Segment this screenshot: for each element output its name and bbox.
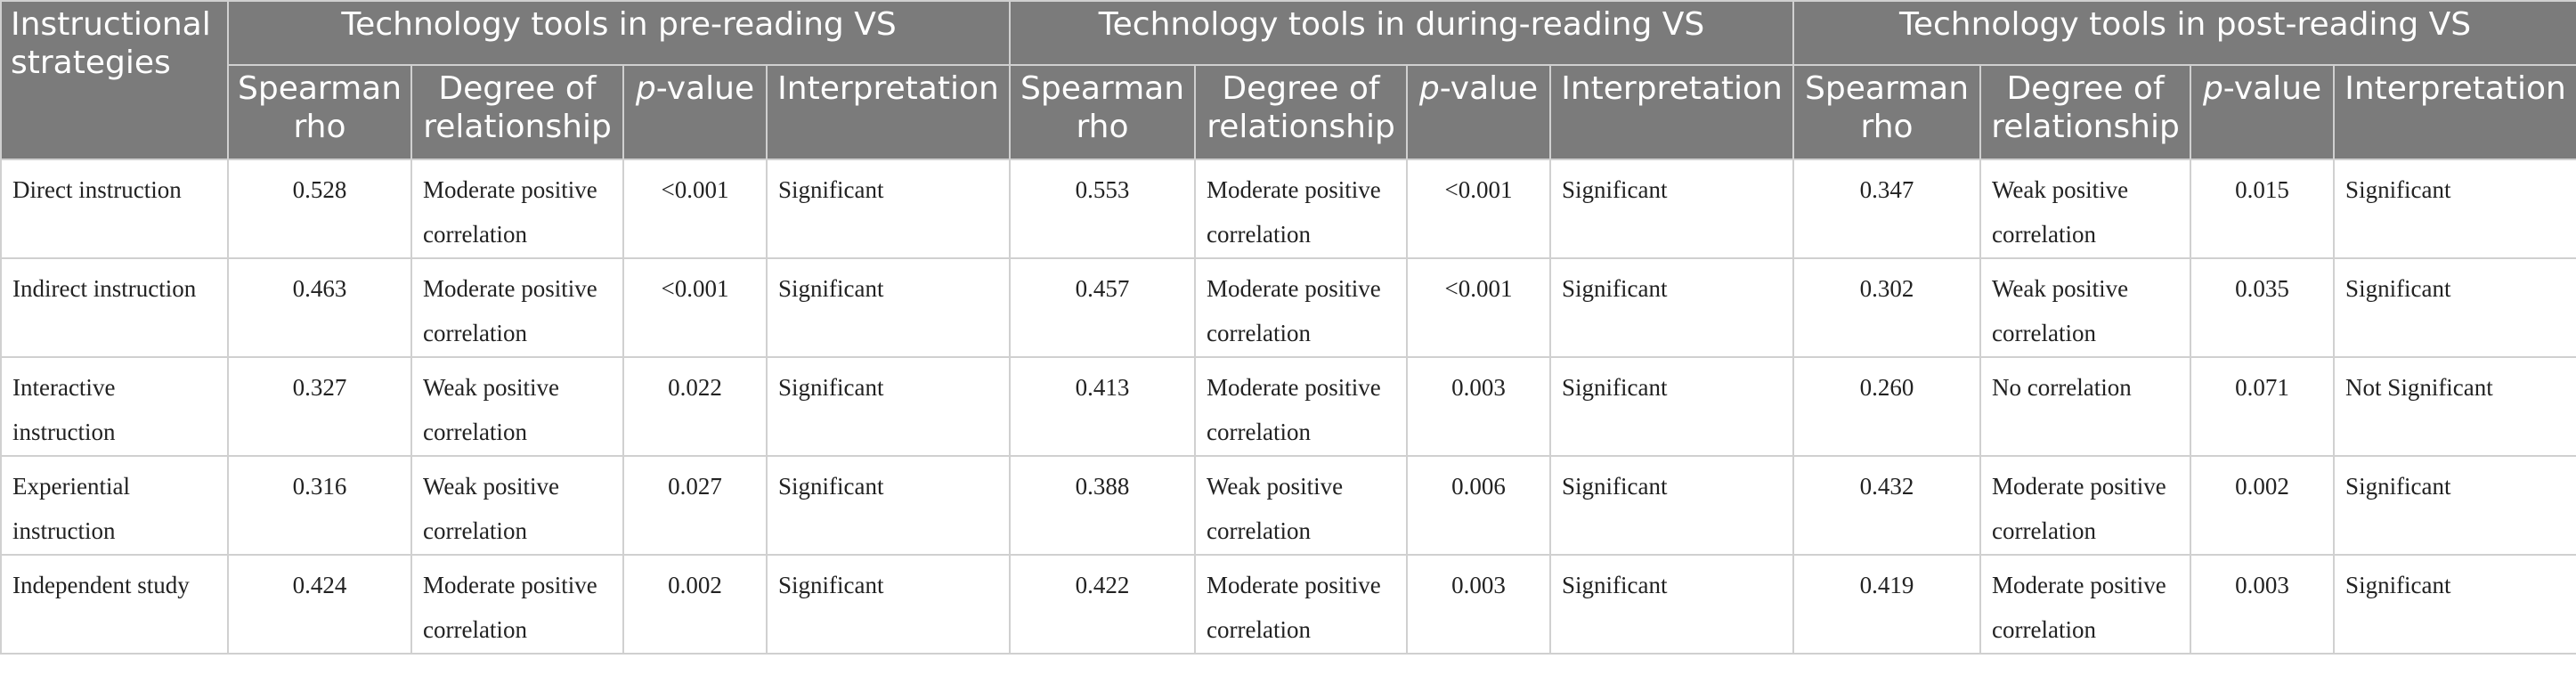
cell: Significant xyxy=(765,257,1012,358)
cell: <0.001 xyxy=(1406,159,1552,259)
table-body: Direct instruction 0.528 Moderate positive… xyxy=(0,159,2576,655)
data-table: Instructional strategies Technology tools… xyxy=(0,0,2576,655)
cell: Weak positive correlation xyxy=(410,356,624,457)
cell: 0.003 xyxy=(2190,554,2336,655)
group-header: Technology tools in during-reading VS xyxy=(1009,0,1795,66)
corner-header: Instructional strategies xyxy=(0,0,229,160)
cell: 0.022 xyxy=(622,356,768,457)
cell: Moderate positive correlation xyxy=(1194,554,1409,655)
cell: 0.006 xyxy=(1406,455,1552,556)
cell: Moderate positive correlation xyxy=(410,159,624,259)
cell: 0.528 xyxy=(227,159,412,259)
cell: Significant xyxy=(1549,455,1795,556)
cell: 0.422 xyxy=(1009,554,1197,655)
group-header: Technology tools in post-reading VS xyxy=(1792,0,2576,66)
column-header-italic: p xyxy=(1418,70,1440,107)
cell: 0.424 xyxy=(227,554,412,655)
cell: 0.035 xyxy=(2190,257,2336,358)
row-label: Interactive instruction xyxy=(0,356,229,457)
cell: 0.463 xyxy=(227,257,412,358)
column-header: Degree of relationship xyxy=(1194,64,1409,160)
cell: Not Significant xyxy=(2333,356,2576,457)
column-header: Spearman rho xyxy=(1009,64,1197,160)
column-header: Degree of relationship xyxy=(410,64,624,160)
cell: Moderate positive correlation xyxy=(410,554,624,655)
column-header: p-value xyxy=(2190,64,2336,160)
table-row: Interactive instruction 0.327 Weak positiv… xyxy=(0,356,2576,457)
cell: Moderate positive correlation xyxy=(1194,159,1409,259)
cell: Significant xyxy=(2333,159,2576,259)
cell: 0.260 xyxy=(1792,356,1982,457)
cell: 0.002 xyxy=(622,554,768,655)
cell: No correlation xyxy=(1979,356,2192,457)
table-row: Experiential instruction 0.316 Weak positi… xyxy=(0,455,2576,556)
column-header-text: -value xyxy=(655,70,755,107)
cell: Significant xyxy=(765,554,1012,655)
cell: 0.002 xyxy=(2190,455,2336,556)
cell: 0.327 xyxy=(227,356,412,457)
cell: Moderate positive correlation xyxy=(410,257,624,358)
cell: Moderate positive correlation xyxy=(1979,554,2192,655)
cell: Significant xyxy=(765,159,1012,259)
cell: Significant xyxy=(2333,554,2576,655)
row-label: Direct instruction xyxy=(0,159,229,259)
cell: Significant xyxy=(1549,356,1795,457)
column-header: Spearman rho xyxy=(227,64,412,160)
cell: Weak positive correlation xyxy=(1979,159,2192,259)
table-header: Instructional strategies Technology tools… xyxy=(0,0,2576,160)
column-header-italic: p xyxy=(2202,70,2223,107)
cell: 0.388 xyxy=(1009,455,1197,556)
column-header: Interpretation xyxy=(765,64,1012,160)
cell: <0.001 xyxy=(622,159,768,259)
column-header: p-value xyxy=(622,64,768,160)
column-header: Interpretation xyxy=(1549,64,1795,160)
row-label: Experiential instruction xyxy=(0,455,229,556)
column-header: Degree of relationship xyxy=(1979,64,2192,160)
cell: Significant xyxy=(765,356,1012,457)
cell: Significant xyxy=(2333,455,2576,556)
cell: 0.457 xyxy=(1009,257,1197,358)
column-header: Interpretation xyxy=(2333,64,2576,160)
cell: Weak positive correlation xyxy=(1194,455,1409,556)
table-row: Direct instruction 0.528 Moderate positive… xyxy=(0,159,2576,259)
group-header: Technology tools in pre-reading VS xyxy=(226,0,1012,66)
header-row: Spearman rho Degree of relationship p-valu… xyxy=(1,64,2576,160)
table-row: Indirect instruction 0.463 Moderate positi… xyxy=(0,257,2576,358)
cell: Moderate positive correlation xyxy=(1194,257,1409,358)
cell: <0.001 xyxy=(622,257,768,358)
cell: Significant xyxy=(765,455,1012,556)
cell: 0.413 xyxy=(1009,356,1197,457)
cell: Significant xyxy=(1549,159,1795,259)
column-header-italic: p xyxy=(635,70,656,107)
cell: 0.432 xyxy=(1792,455,1982,556)
column-header-text: -value xyxy=(2223,70,2322,107)
cell: 0.003 xyxy=(1406,356,1552,457)
table-row: Independent study 0.424 Moderate positive … xyxy=(0,554,2576,655)
row-label: Independent study xyxy=(0,554,229,655)
cell: 0.027 xyxy=(622,455,768,556)
cell: 0.347 xyxy=(1792,159,1982,259)
cell: 0.015 xyxy=(2190,159,2336,259)
cell: 0.071 xyxy=(2190,356,2336,457)
cell: 0.553 xyxy=(1009,159,1197,259)
cell: Weak positive correlation xyxy=(410,455,624,556)
header-row: Instructional strategies Technology tools… xyxy=(0,0,2576,160)
column-header: p-value xyxy=(1406,64,1552,160)
cell: 0.316 xyxy=(227,455,412,556)
cell: 0.302 xyxy=(1792,257,1982,358)
column-header-text: -value xyxy=(1439,70,1539,107)
cell: 0.419 xyxy=(1792,554,1982,655)
cell: <0.001 xyxy=(1406,257,1552,358)
cell: Moderate positive correlation xyxy=(1194,356,1409,457)
cell: Significant xyxy=(2333,257,2576,358)
row-label: Indirect instruction xyxy=(0,257,229,358)
cell: Weak positive correlation xyxy=(1979,257,2192,358)
column-header: Spearman rho xyxy=(1792,64,1982,160)
cell: Moderate positive correlation xyxy=(1979,455,2192,556)
cell: Significant xyxy=(1549,554,1795,655)
cell: 0.003 xyxy=(1406,554,1552,655)
cell: Significant xyxy=(1549,257,1795,358)
